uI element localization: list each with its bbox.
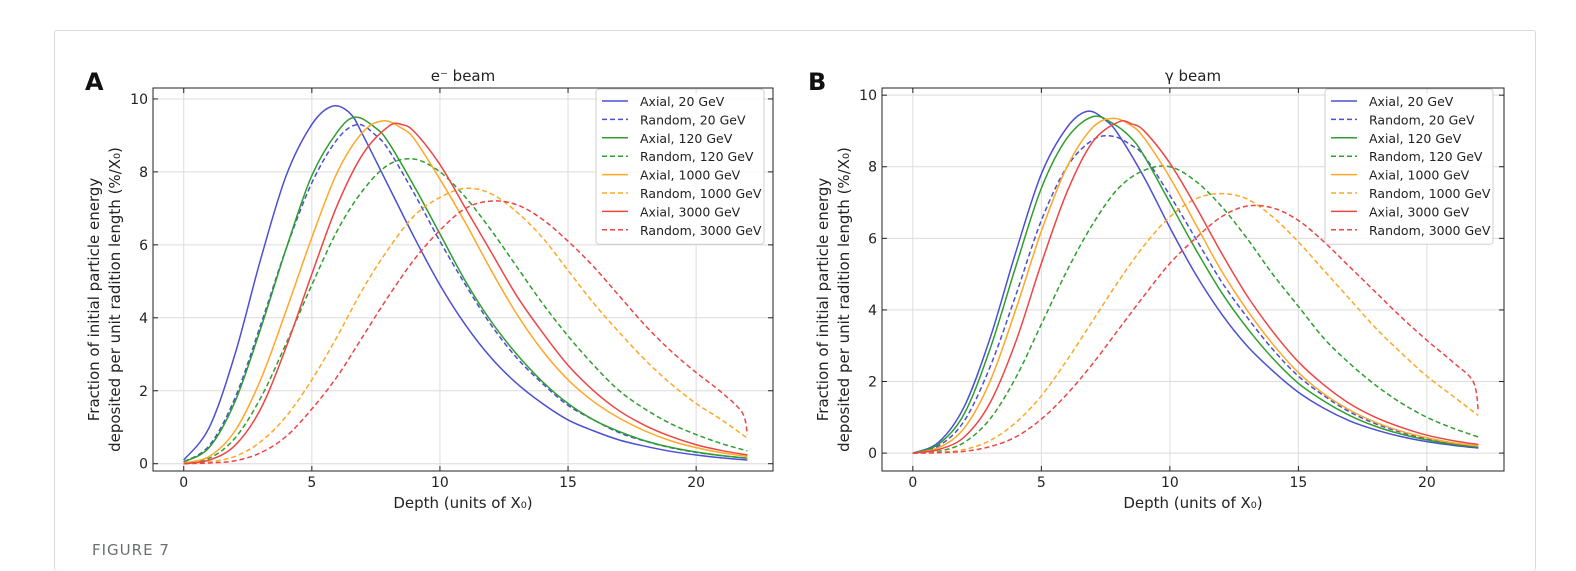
y-tick-label: 0 (139, 457, 148, 473)
chart-panel-b: 0 5 10 15 20 0 2 4 6 8 10 γ beam B Depth (units of X₀… (808, 67, 1505, 512)
y-tick-label: 2 (868, 375, 877, 391)
y-tick-label: 10 (130, 92, 148, 108)
series-line (912, 134, 1479, 454)
series-line (183, 200, 749, 465)
legend-label: Random, 3000 GeV (640, 223, 762, 238)
x-axis-label: Depth (units of X₀) (393, 494, 532, 512)
axes-frame (152, 87, 774, 472)
y-tick-label: 4 (868, 303, 877, 319)
legend-label: Axial, 1000 GeV (1369, 168, 1470, 183)
x-tick-label: 20 (1418, 475, 1436, 491)
series-line (912, 204, 1480, 454)
legend-label: Random, 120 GeV (1369, 149, 1483, 164)
series-group (912, 110, 1480, 454)
figure-caption-label: FIGURE 7 (92, 541, 170, 559)
x-tick-label: 0 (908, 475, 917, 491)
legend-label: Axial, 20 GeV (1369, 94, 1454, 109)
series-line (912, 115, 1479, 454)
series-line (912, 117, 1479, 454)
legend-label: Axial, 120 GeV (1369, 131, 1462, 146)
y-tick-label: 2 (139, 384, 148, 400)
y-tick-label: 10 (859, 88, 877, 104)
chart-title: e⁻ beam (431, 67, 495, 85)
y-axis-label-line2: deposited per unit radition length (%/X₀… (835, 147, 853, 452)
x-axis-label: Depth (units of X₀) (1123, 494, 1262, 512)
legend-label: Axial, 120 GeV (640, 131, 733, 146)
x-tick-label: 5 (307, 475, 316, 491)
series-group (183, 105, 749, 465)
y-axis-label-line1: Fraction of initial particle energy (85, 178, 103, 422)
legend-box (595, 88, 765, 245)
legend: Axial, 20 GeV Random, 20 GeV Axial, 120 Ge… (595, 88, 765, 245)
chart-title: γ beam (1165, 67, 1221, 85)
y-tick-label: 8 (868, 160, 877, 176)
legend-label: Random, 20 GeV (1369, 112, 1475, 127)
y-tick-label: 8 (139, 165, 148, 181)
legend-label: Axial, 1000 GeV (640, 168, 741, 183)
y-axis-label-line2: deposited per unit radition length (%/X₀… (106, 147, 124, 452)
x-tick-label: 15 (1289, 475, 1307, 491)
series-line (912, 120, 1479, 454)
series-line (912, 165, 1479, 454)
y-tick-label: 4 (139, 311, 148, 327)
y-tick-label: 0 (868, 446, 877, 462)
legend-label: Random, 120 GeV (640, 149, 754, 164)
y-axis-label-line1: Fraction of initial particle energy (814, 178, 832, 422)
series-line (183, 116, 748, 463)
series-line (912, 192, 1479, 454)
legend: Axial, 20 GeV Random, 20 GeV Axial, 120 Ge… (1324, 88, 1494, 245)
legend-label: Random, 20 GeV (640, 112, 746, 127)
x-tick-label: 0 (179, 475, 188, 491)
x-tick-label: 15 (559, 475, 577, 491)
series-line (912, 110, 1479, 454)
series-line (183, 122, 748, 465)
x-tick-label: 10 (431, 475, 449, 491)
legend-box (1324, 88, 1494, 245)
legend-label: Axial, 20 GeV (640, 94, 725, 109)
legend-label: Random, 3000 GeV (1369, 223, 1491, 238)
legend-label: Axial, 3000 GeV (1369, 204, 1470, 219)
series-line (183, 105, 748, 461)
legend-label: Axial, 3000 GeV (640, 204, 741, 219)
x-tick-label: 10 (1161, 475, 1179, 491)
axes-frame (881, 87, 1505, 472)
series-line (183, 120, 748, 464)
legend-label: Random, 1000 GeV (1369, 186, 1491, 201)
x-tick-label: 5 (1037, 475, 1046, 491)
x-tick-label: 20 (687, 475, 705, 491)
y-tick-label: 6 (868, 231, 877, 247)
series-line (183, 157, 748, 464)
legend-label: Random, 1000 GeV (640, 186, 762, 201)
series-line (183, 187, 748, 465)
figure-frame (54, 30, 1536, 571)
chart-panel-a: 0 5 10 15 20 0 2 4 6 8 10 e⁻ beam A Depth (units of X… (85, 67, 774, 512)
y-tick-label: 6 (139, 238, 148, 254)
panel-letter: B (808, 68, 826, 96)
panel-letter: A (85, 68, 104, 96)
